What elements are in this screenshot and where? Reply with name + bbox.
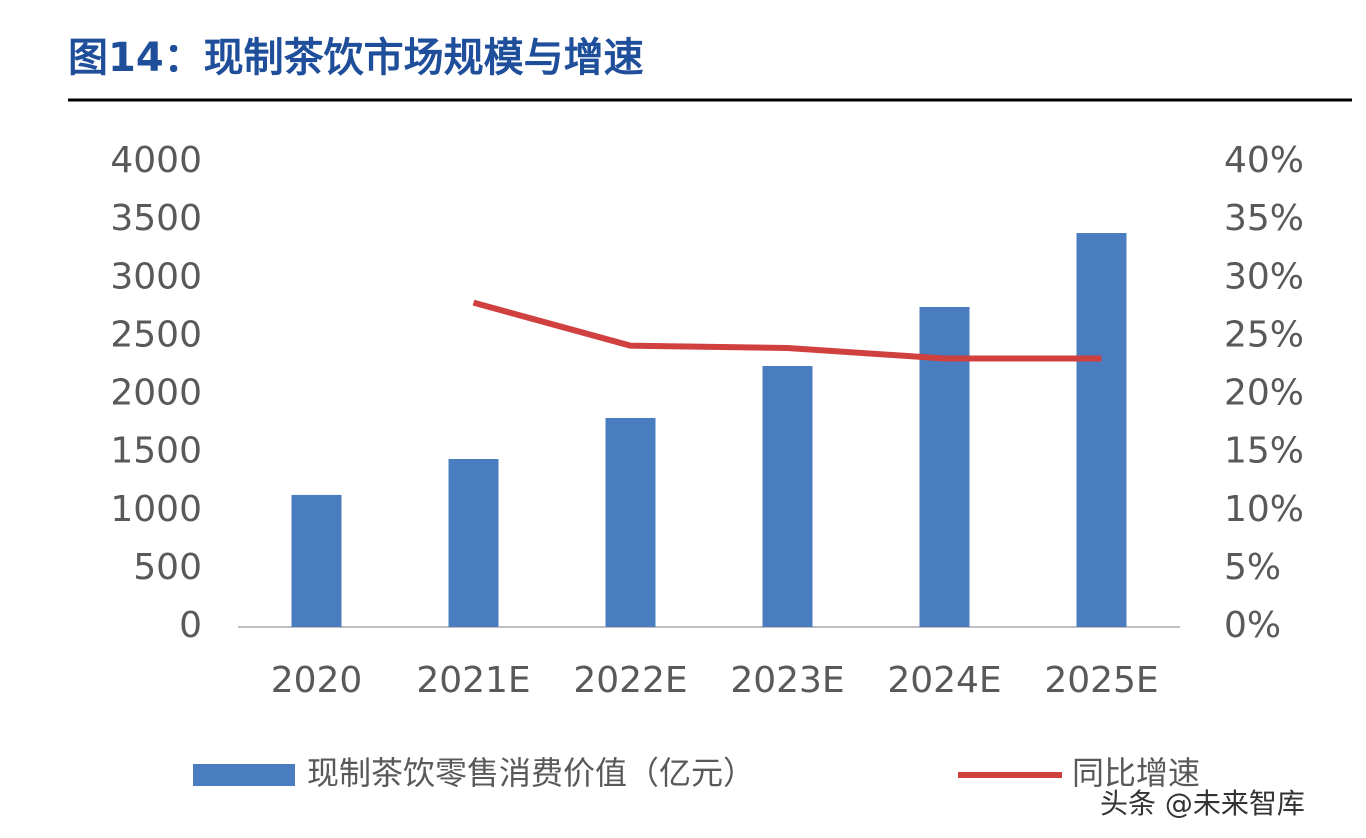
y-tick-label: 3500 [110, 198, 202, 239]
legend-label: 同比增速 [1072, 754, 1200, 792]
legend-label: 现制茶饮零售消费价值（亿元） [307, 754, 755, 792]
y2-tick-label: 5% [1224, 547, 1281, 588]
x-tick-label: 2025E [1044, 660, 1158, 701]
y-tick-label: 1500 [110, 431, 202, 472]
y-tick-label: 2000 [110, 373, 202, 414]
legend-swatch [193, 764, 295, 786]
y2-tick-label: 15% [1224, 431, 1304, 472]
y-tick-label: 0 [179, 605, 202, 646]
bar [605, 417, 656, 627]
y2-tick-label: 40% [1224, 140, 1304, 181]
y-tick-label: 1000 [110, 489, 202, 530]
y2-tick-label: 0% [1224, 605, 1281, 646]
bar [291, 494, 342, 627]
x-tick-label: 2022E [573, 660, 687, 701]
x-tick-label: 2020 [271, 660, 363, 701]
y2-tick-label: 10% [1224, 489, 1304, 530]
chart-title: 图14：现制茶饮市场规模与增速 [68, 35, 644, 81]
x-tick-label: 2023E [730, 660, 844, 701]
y-tick-label: 4000 [110, 140, 202, 181]
line [472, 299, 1102, 362]
y2-tick-label: 30% [1224, 256, 1304, 297]
y-tick-label: 3000 [110, 256, 202, 297]
bar [1076, 233, 1127, 627]
x-tick-label: 2021E [416, 660, 530, 701]
x-tick-label: 2024E [887, 660, 1001, 701]
y2-tick-label: 25% [1224, 314, 1304, 355]
y-tick-label: 2500 [110, 314, 202, 355]
y2-tick-label: 35% [1224, 198, 1304, 239]
watermark: 头条 @未来智库 [1100, 787, 1305, 820]
bar [448, 459, 499, 627]
y2-tick-label: 20% [1224, 373, 1304, 414]
y-tick-label: 500 [133, 547, 202, 588]
bar [762, 366, 813, 627]
